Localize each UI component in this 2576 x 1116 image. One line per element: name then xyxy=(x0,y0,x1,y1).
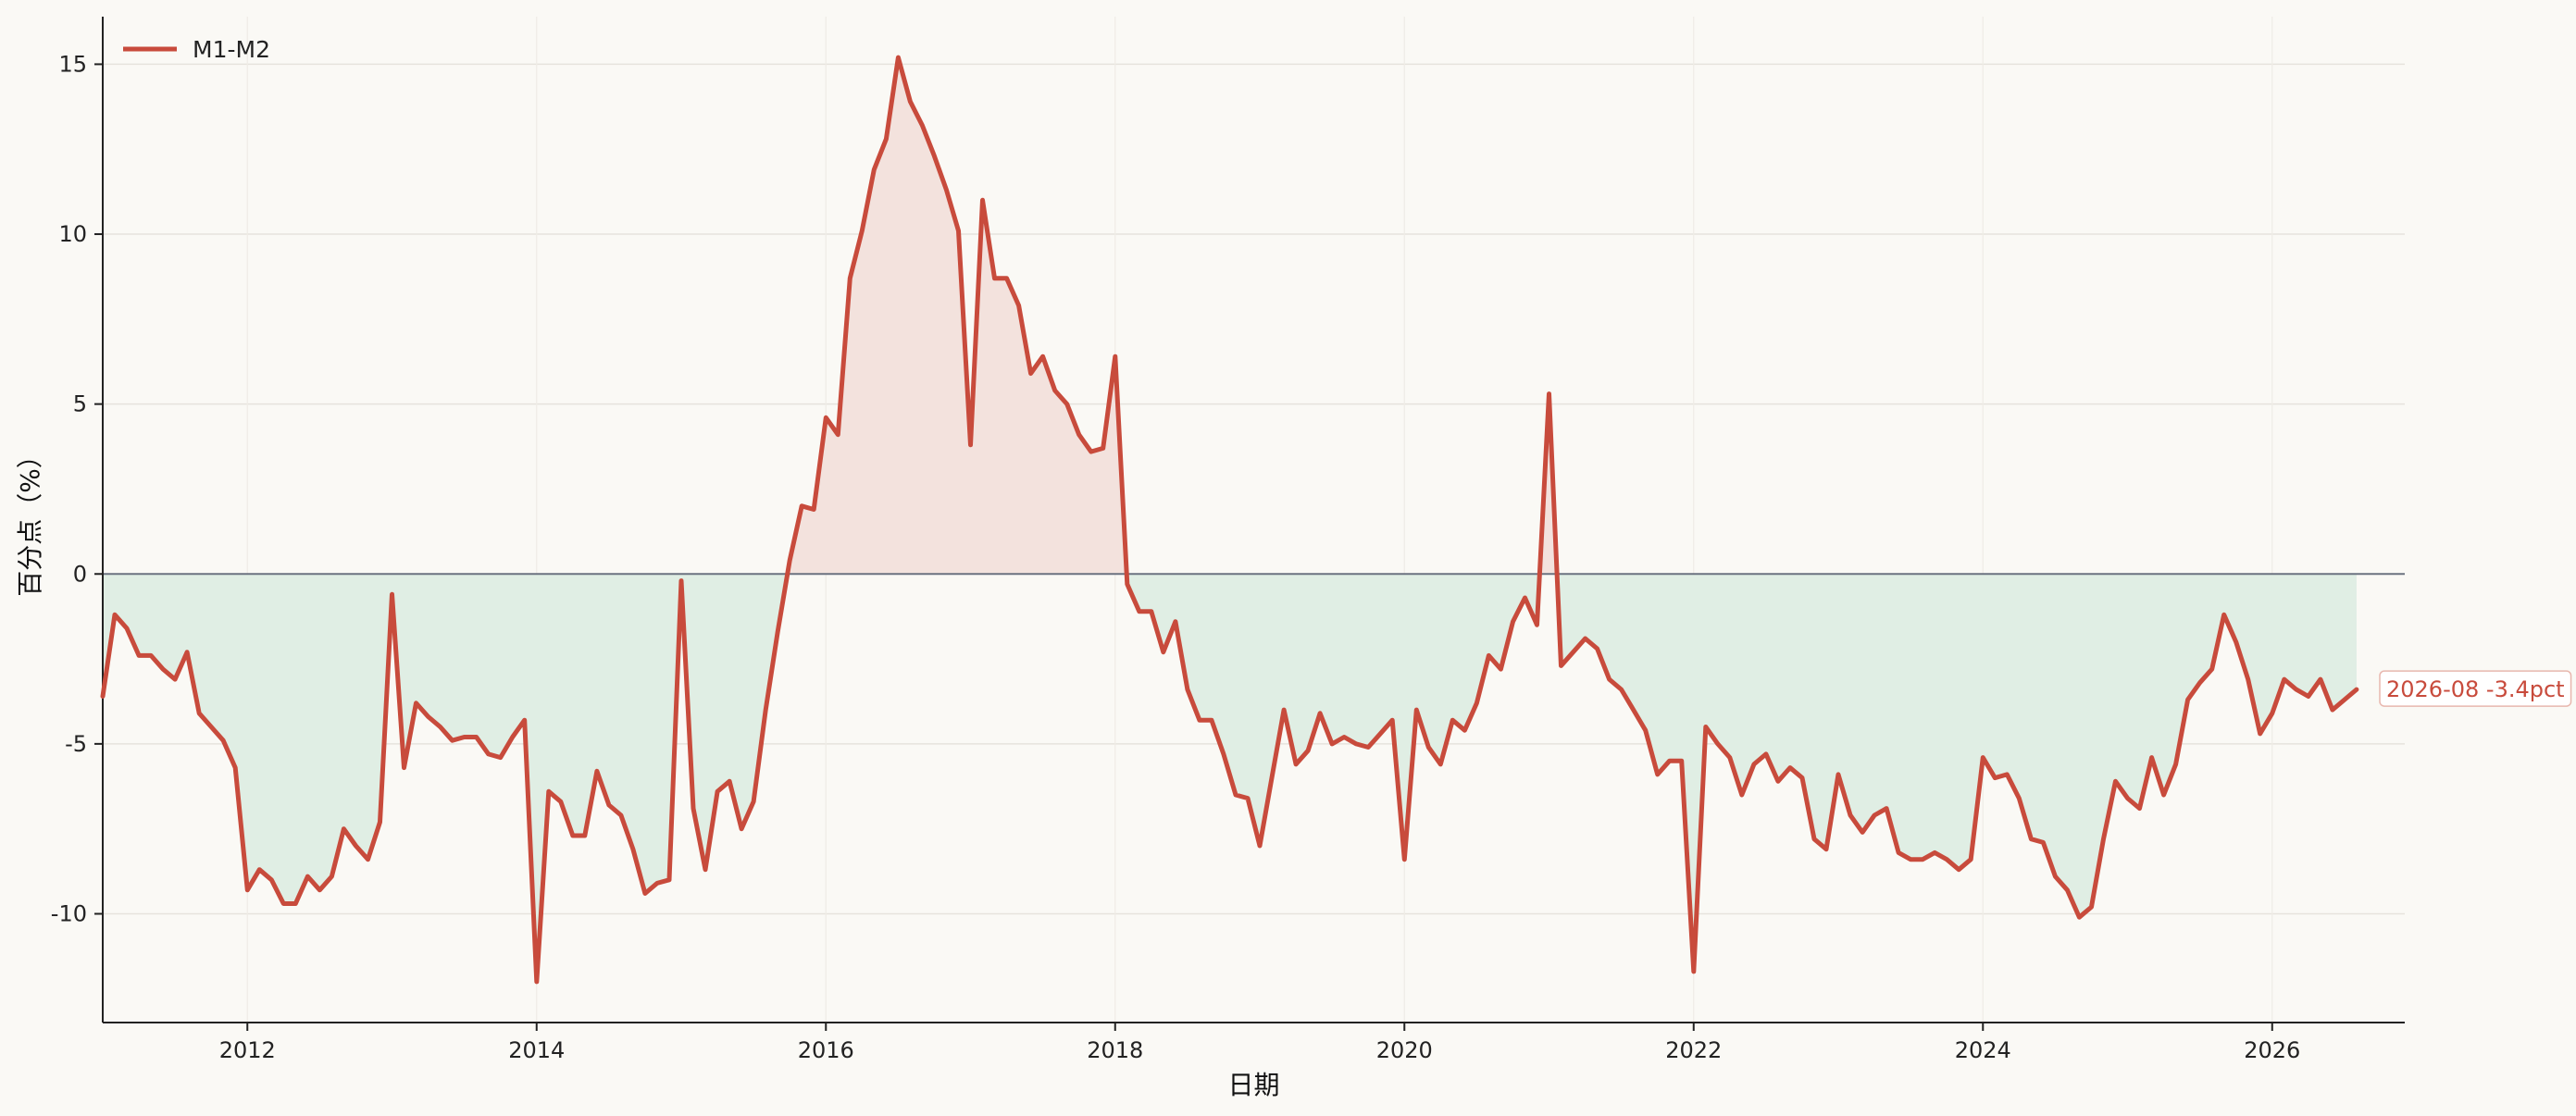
x-tick-label: 2016 xyxy=(798,1037,854,1063)
fill-below-zero xyxy=(1557,574,2357,972)
y-axis-title: 百分点（%） xyxy=(15,442,45,597)
legend: M1-M2 xyxy=(123,36,270,63)
x-axis-title: 日期 xyxy=(1227,1070,1279,1100)
fill-above-zero xyxy=(787,57,1127,575)
annotation-box xyxy=(2379,670,2572,707)
area-fills xyxy=(103,57,2357,982)
annotation-label: 2026-08 -3.4pct xyxy=(2386,676,2565,702)
y-tick-label: 0 xyxy=(73,561,87,587)
x-tick-label: 2014 xyxy=(508,1037,565,1063)
y-tick-label: -10 xyxy=(51,900,87,926)
x-tick-label: 2018 xyxy=(1087,1037,1143,1063)
last-value-annotation: 2026-08 -3.4pct xyxy=(2379,670,2572,707)
x-tick-label: 2020 xyxy=(1376,1037,1433,1063)
x-tick-label: 2022 xyxy=(1665,1037,1722,1063)
y-axis-ticks: 15 10 5 0 -5 -10 xyxy=(51,51,103,926)
fill-below-zero xyxy=(1126,574,1540,860)
x-axis-ticks: 2012 2014 2016 2018 2020 2022 2024 2026 xyxy=(219,1023,2300,1063)
series-line-m1-m2 xyxy=(100,55,2359,985)
legend-label: M1-M2 xyxy=(193,36,270,63)
y-tick-label: 15 xyxy=(58,51,87,77)
y-tick-label: -5 xyxy=(65,731,87,757)
x-tick-label: 2026 xyxy=(2244,1037,2300,1063)
axes xyxy=(102,17,2405,1023)
x-tick-label: 2024 xyxy=(1955,1037,2011,1063)
y-tick-label: 10 xyxy=(58,221,87,247)
x-tick-label: 2012 xyxy=(219,1037,276,1063)
y-tick-label: 5 xyxy=(73,391,87,417)
